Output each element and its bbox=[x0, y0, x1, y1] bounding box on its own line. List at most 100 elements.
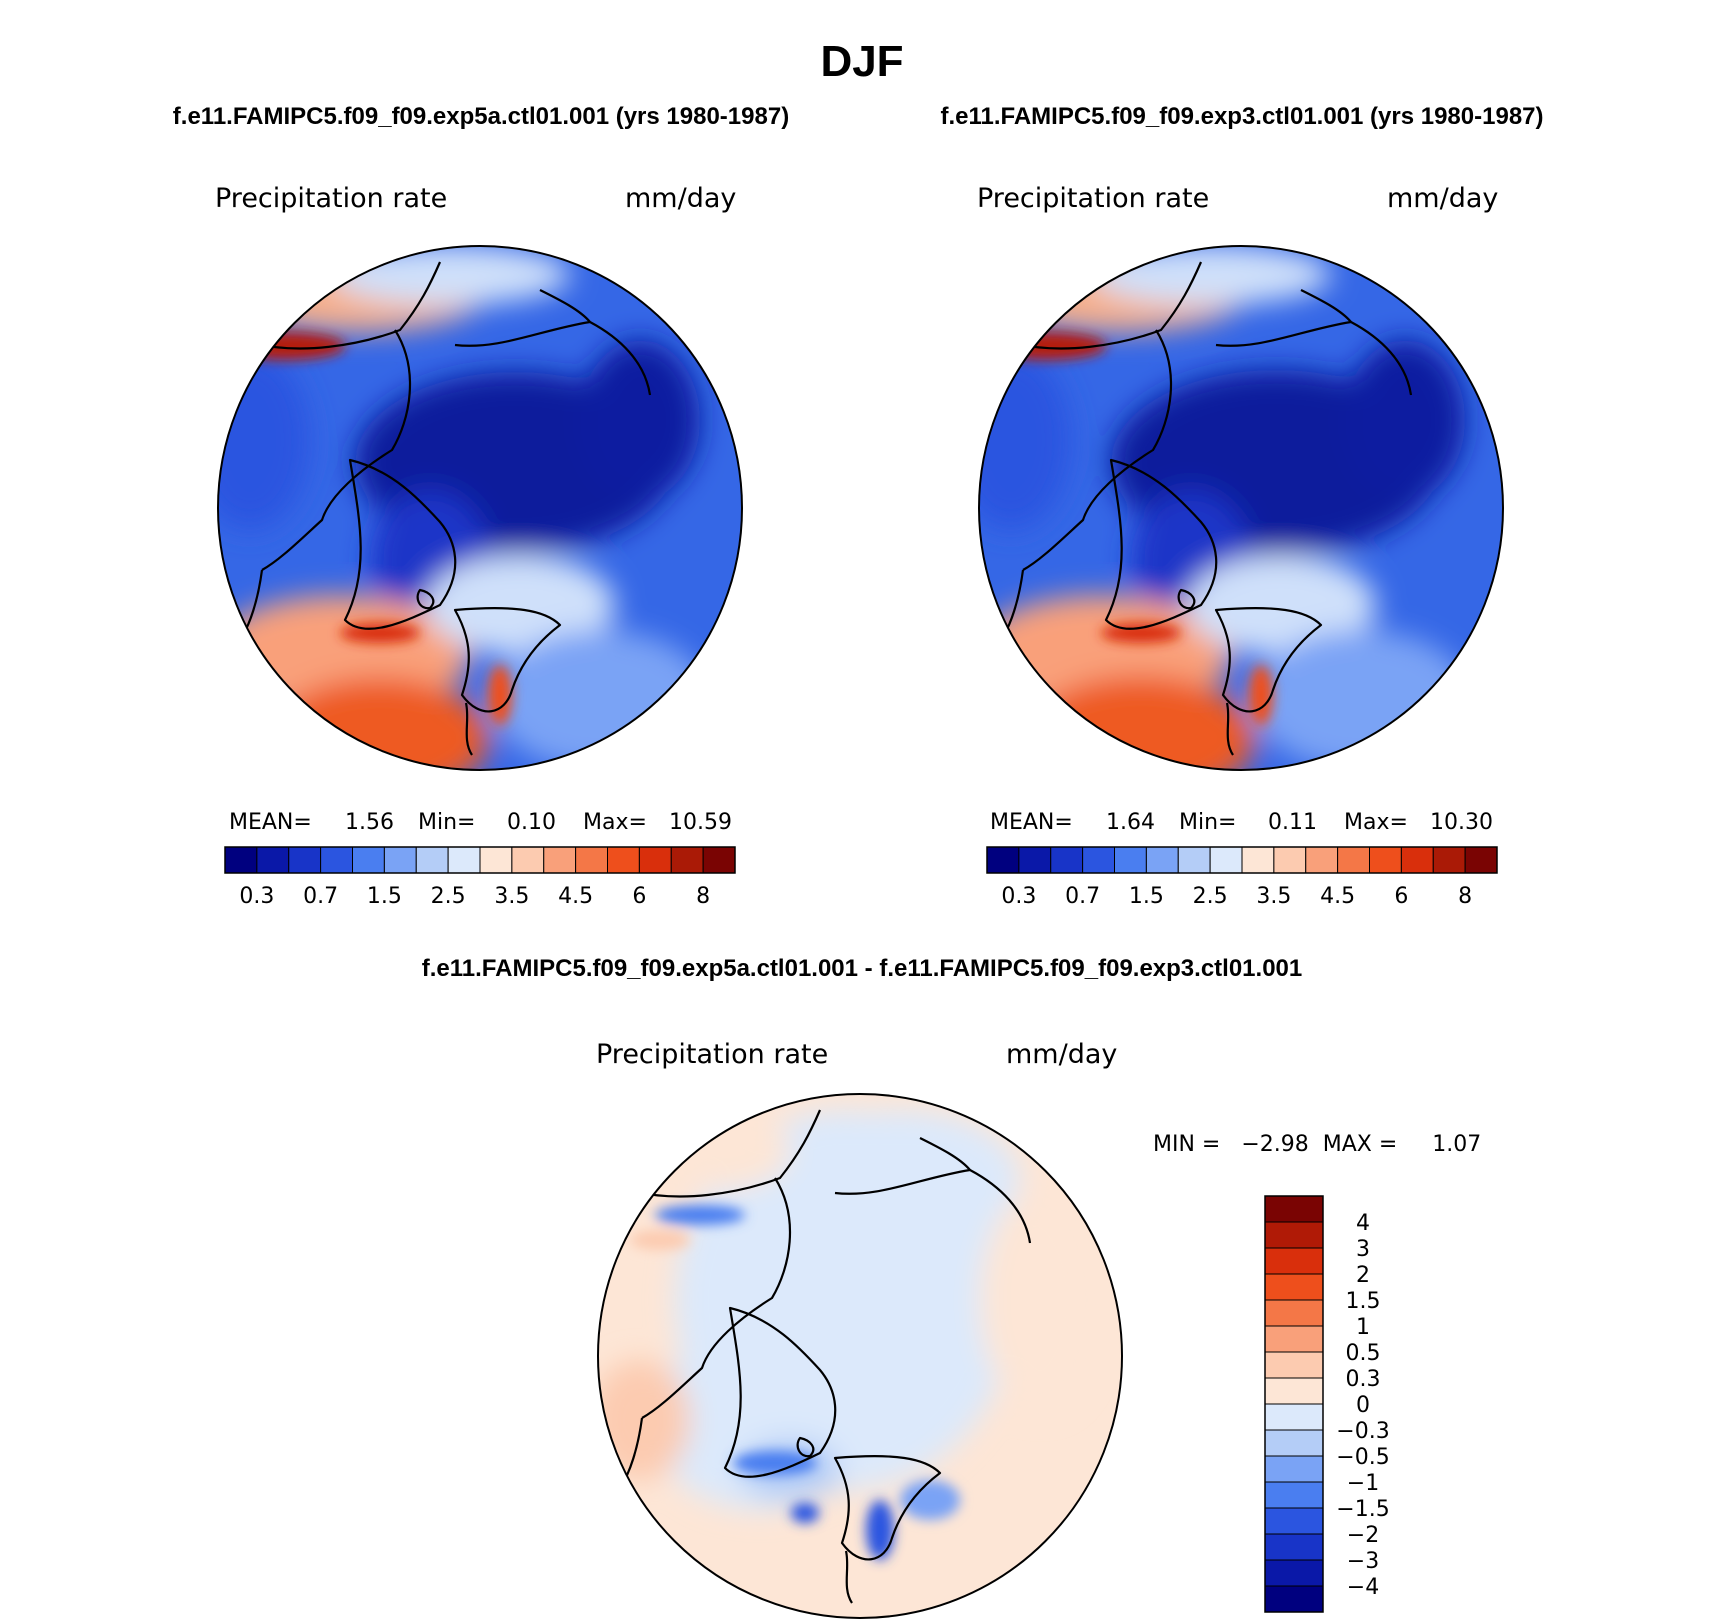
diff-colorbar-box bbox=[1264, 1455, 1324, 1483]
right-colorbar-tick-label: 1.5 bbox=[1129, 884, 1164, 909]
left-colorbar-box bbox=[479, 846, 513, 874]
right-colorbar-box bbox=[1369, 846, 1402, 874]
right-colorbar-tick-label: 0.3 bbox=[1001, 884, 1036, 909]
diff-colorbar-box bbox=[1264, 1559, 1324, 1587]
diff-map bbox=[597, 1093, 1123, 1619]
diff-colorbar-tick-label: 0 bbox=[1356, 1393, 1370, 1418]
left-stats: MEAN= 1.56 Min= 0.10 Max= 10.59 bbox=[229, 810, 732, 835]
diff-colorbar-box bbox=[1264, 1273, 1324, 1301]
right-colorbar-box bbox=[1305, 846, 1339, 874]
left-colorbar: 0.3 0.7 1.5 2.5 3.5 4.5 6 8 bbox=[224, 846, 736, 909]
left-colorbar-box bbox=[607, 846, 640, 874]
left-max-label: Max= bbox=[583, 810, 647, 835]
left-colorbar-frame bbox=[224, 846, 736, 874]
diff-colorbar-tick-label: 4 bbox=[1356, 1211, 1370, 1236]
left-colorbar-box bbox=[511, 846, 545, 874]
diff-colorbar-tick-label: 0.3 bbox=[1346, 1367, 1381, 1392]
diff-colorbar-box bbox=[1264, 1299, 1324, 1327]
diff-colorbar-tick-label: −1 bbox=[1347, 1471, 1379, 1496]
left-colorbar-tick-label: 4.5 bbox=[558, 884, 593, 909]
left-min-value: 0.10 bbox=[507, 810, 556, 835]
left-colorbar-box bbox=[352, 846, 385, 874]
left-mean-label: MEAN= bbox=[229, 810, 312, 835]
diff-colorbar-box bbox=[1264, 1403, 1324, 1431]
left-colorbar-box bbox=[670, 846, 704, 874]
right-colorbar-tick-label: 0.7 bbox=[1065, 884, 1100, 909]
diff-colorbar-box bbox=[1264, 1481, 1324, 1509]
right-colorbar-tick-label: 2.5 bbox=[1193, 884, 1228, 909]
right-colorbar-box bbox=[1464, 846, 1498, 874]
left-colorbar-box bbox=[383, 846, 417, 874]
right-colorbar-box bbox=[1241, 846, 1275, 874]
left-colorbar-tick-label: 0.3 bbox=[239, 884, 274, 909]
right-colorbar-box bbox=[1400, 846, 1434, 874]
left-colorbar-box bbox=[320, 846, 353, 874]
diff-colorbar-box bbox=[1264, 1195, 1324, 1223]
left-colorbar-tick-label: 0.7 bbox=[303, 884, 338, 909]
diff-colorbar-tick-label: 2 bbox=[1356, 1263, 1370, 1288]
right-colorbar-frame bbox=[986, 846, 1498, 874]
left-colorbar-box bbox=[702, 846, 736, 874]
diff-colorbar-tick-label: 1.5 bbox=[1346, 1289, 1381, 1314]
left-min-label: Min= bbox=[418, 810, 475, 835]
left-colorbar-box bbox=[224, 846, 258, 874]
left-colorbar-tick-label: 2.5 bbox=[431, 884, 466, 909]
diff-colorbar-box bbox=[1264, 1507, 1324, 1535]
right-colorbar-box bbox=[1177, 846, 1211, 874]
right-mean-label: MEAN= bbox=[990, 810, 1073, 835]
diff-colorbar-box bbox=[1264, 1247, 1324, 1275]
right-mean-value: 1.64 bbox=[1106, 810, 1155, 835]
left-colorbar-box bbox=[288, 846, 322, 874]
diff-colorbar-tick-label: 1 bbox=[1356, 1315, 1370, 1340]
diff-colorbar-tick-label: −4 bbox=[1347, 1575, 1379, 1600]
right-colorbar-box bbox=[1114, 846, 1147, 874]
diff-units-label: mm/day bbox=[1006, 1039, 1117, 1070]
left-mean-value: 1.56 bbox=[345, 810, 394, 835]
diff-colorbar-tick-label: 3 bbox=[1356, 1237, 1370, 1262]
diff-colorbar-tick-label: −3 bbox=[1347, 1549, 1379, 1574]
diff-title: f.e11.FAMIPC5.f09_f09.exp5a.ctl01.001 - … bbox=[422, 955, 1303, 982]
left-units-label: mm/day bbox=[625, 183, 736, 214]
diff-colorbar-tick-label: −0.5 bbox=[1336, 1445, 1389, 1470]
left-colorbar-box bbox=[415, 846, 449, 874]
diff-colorbar-frame bbox=[1264, 1195, 1324, 1613]
left-case-title: f.e11.FAMIPC5.f09_f09.exp5a.ctl01.001 (y… bbox=[173, 103, 789, 130]
left-max-value: 10.59 bbox=[669, 810, 732, 835]
right-colorbar-tick-label: 3.5 bbox=[1256, 884, 1291, 909]
right-min-value: 0.11 bbox=[1268, 810, 1317, 835]
diff-colorbar-box bbox=[1264, 1429, 1324, 1457]
right-case-title: f.e11.FAMIPC5.f09_f09.exp3.ctl01.001 (yr… bbox=[940, 103, 1543, 130]
right-colorbar: 0.3 0.7 1.5 2.5 3.5 4.5 6 8 bbox=[986, 846, 1498, 909]
left-colorbar-box bbox=[447, 846, 481, 874]
right-colorbar-box bbox=[1432, 846, 1466, 874]
left-colorbar-tick-label: 6 bbox=[632, 884, 646, 909]
left-colorbar-box bbox=[543, 846, 577, 874]
diff-colorbar-box bbox=[1264, 1221, 1324, 1249]
right-colorbar-box bbox=[1018, 846, 1052, 874]
left-colorbar-box bbox=[638, 846, 672, 874]
right-map bbox=[978, 245, 1504, 771]
right-colorbar-tick-label: 6 bbox=[1394, 884, 1408, 909]
diff-stats: MIN = −2.98 MAX = 1.07 bbox=[1153, 1132, 1481, 1157]
left-colorbar-tick-label: 8 bbox=[696, 884, 710, 909]
left-colorbar-tick-label: 1.5 bbox=[367, 884, 402, 909]
diff-colorbar-box bbox=[1264, 1325, 1324, 1353]
right-colorbar-box bbox=[1273, 846, 1307, 874]
right-max-label: Max= bbox=[1344, 810, 1408, 835]
right-min-label: Min= bbox=[1179, 810, 1236, 835]
right-max-value: 10.30 bbox=[1430, 810, 1493, 835]
right-colorbar-box bbox=[1209, 846, 1243, 874]
right-colorbar-box bbox=[986, 846, 1020, 874]
right-colorbar-box bbox=[1337, 846, 1370, 874]
right-variable-label: Precipitation rate bbox=[977, 183, 1209, 214]
left-colorbar-box bbox=[256, 846, 290, 874]
left-map bbox=[217, 245, 743, 771]
diff-colorbar-tick-label: −1.5 bbox=[1336, 1497, 1389, 1522]
right-stats: MEAN= 1.64 Min= 0.11 Max= 10.30 bbox=[990, 810, 1493, 835]
right-colorbar-tick-label: 4.5 bbox=[1320, 884, 1355, 909]
right-colorbar-box bbox=[1145, 846, 1179, 874]
diff-colorbar-box bbox=[1264, 1533, 1324, 1561]
left-colorbar-box bbox=[575, 846, 608, 874]
